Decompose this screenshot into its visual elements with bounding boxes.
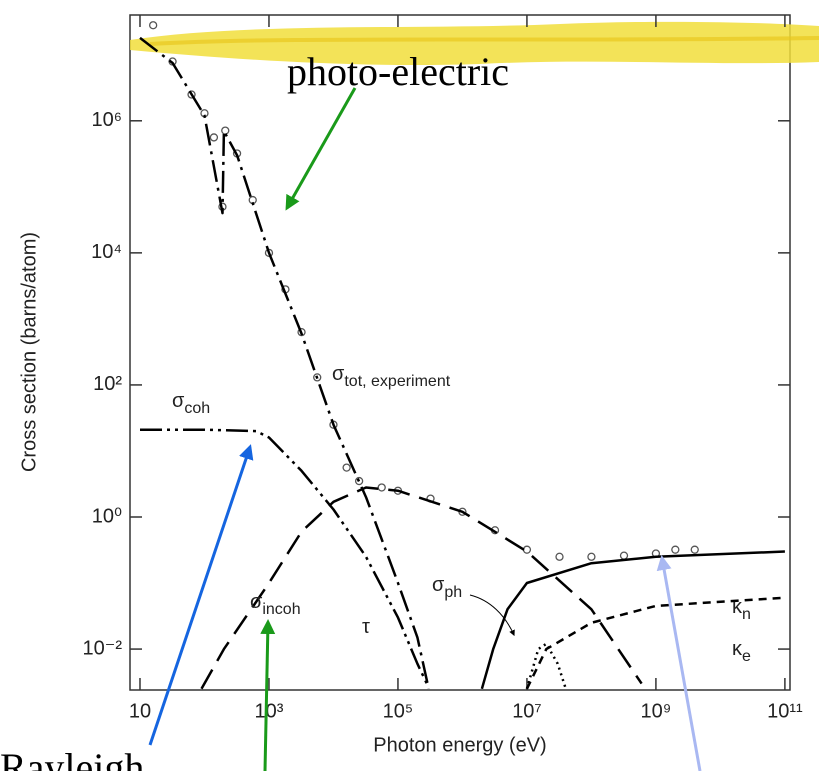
annotation-text: κ xyxy=(732,596,743,618)
y-tick-label: 10⁰ xyxy=(92,505,122,527)
series-line xyxy=(480,550,785,690)
x-tick-label: 10⁵ xyxy=(383,700,414,722)
highlight-stroke xyxy=(130,21,819,66)
annotation: σtot, experiment xyxy=(332,363,451,390)
annotation-subscript: e xyxy=(742,648,751,665)
annotation-text: σ xyxy=(172,390,185,412)
annotation-subscript: tot, experiment xyxy=(344,373,450,390)
data-point xyxy=(342,463,351,472)
annotation-text: photo-electric xyxy=(287,49,509,94)
data-point xyxy=(377,483,386,492)
data-point xyxy=(221,126,230,135)
annotation: σincoh xyxy=(250,591,301,618)
data-point xyxy=(555,552,564,561)
y-tick-label: 10⁶ xyxy=(92,109,122,131)
series-line xyxy=(200,486,643,690)
annotation-subscript: ph xyxy=(444,584,462,601)
annotation: τ xyxy=(362,616,370,638)
data-point xyxy=(690,545,699,554)
x-tick-label: 10¹¹ xyxy=(767,700,803,722)
y-tick-label: 10⁴ xyxy=(91,241,122,263)
annotation-text: σ xyxy=(250,591,263,613)
data-point xyxy=(587,552,596,561)
annotation-subscript: coh xyxy=(184,400,210,417)
data-point xyxy=(522,545,532,554)
arrow xyxy=(285,87,357,211)
y-tick-label: 10² xyxy=(93,373,122,395)
series-line xyxy=(140,428,428,685)
annotation: κe xyxy=(732,638,751,665)
data-point xyxy=(149,21,158,30)
x-tick-label: 10 xyxy=(129,700,151,722)
y-tick-label: 10⁻² xyxy=(83,637,123,659)
x-tick-label: 10⁹ xyxy=(641,700,672,722)
arrow xyxy=(148,444,254,746)
arrow xyxy=(469,594,515,637)
x-tick-label: 10⁷ xyxy=(512,700,541,722)
annotation-subscript: incoh xyxy=(262,601,300,618)
annotation-text: κ xyxy=(732,638,743,660)
data-point xyxy=(619,551,629,560)
annotation: κn xyxy=(732,596,751,623)
annotation-text: σ xyxy=(432,574,445,596)
annotation-text: τ xyxy=(362,616,370,638)
plot-frame xyxy=(129,14,791,691)
annotation: Rayleigh xyxy=(0,745,144,771)
highlight-stroke xyxy=(149,36,819,46)
annotation: σcoh xyxy=(172,390,210,417)
x-axis-label: Photon energy (eV) xyxy=(373,734,546,756)
arrow xyxy=(656,555,702,771)
data-point xyxy=(209,133,219,142)
series-line xyxy=(139,36,430,690)
series-line xyxy=(525,596,785,690)
annotation-text: σ xyxy=(332,363,345,385)
annotation: photo-electric xyxy=(287,49,509,94)
annotation-subscript: n xyxy=(742,606,751,623)
annotation-text: Rayleigh xyxy=(0,745,144,771)
y-axis-label: Cross section (barns/atom) xyxy=(18,232,40,472)
annotation: σph xyxy=(432,574,462,601)
arrow xyxy=(260,619,276,771)
x-tick-label: 10³ xyxy=(255,700,284,722)
data-point xyxy=(671,545,680,554)
